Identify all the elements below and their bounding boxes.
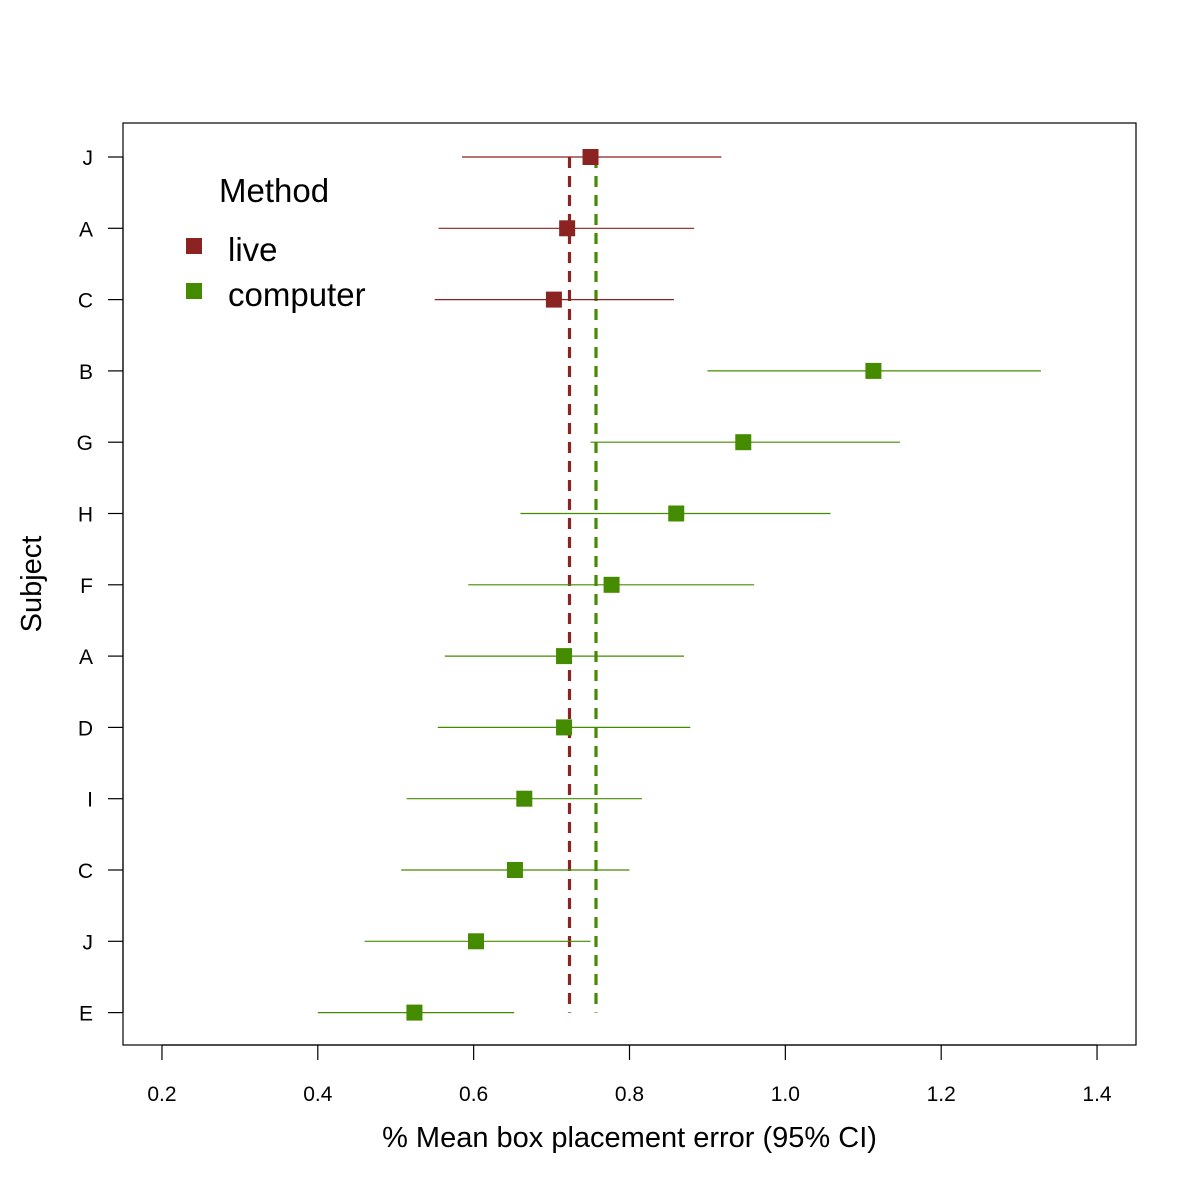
legend: Method live computer [186,172,366,313]
y-tick-label: C [78,290,93,313]
x-tick-label: 1.4 [1082,1083,1112,1106]
x-tick-label: 0.2 [147,1083,176,1106]
y-tick-label: F [80,575,93,598]
mean-marker [735,434,752,451]
y-axis: J A C B G H F A D I C J E [77,147,124,1026]
mean-marker [545,291,562,308]
mean-marker [865,362,882,379]
y-tick-label: H [78,504,93,527]
x-tick-label: 0.8 [615,1083,644,1106]
mean-marker [556,648,573,665]
mean-marker [559,220,576,237]
mean-marker [506,862,523,878]
y-tick-label: D [78,717,93,740]
mean-marker [582,149,599,165]
y-tick-label: I [87,789,93,812]
mean-marker [467,933,484,950]
x-tick-label: 0.6 [459,1083,488,1106]
legend-label-computer: computer [228,276,366,313]
y-tick-label: E [79,1003,93,1026]
y-tick-label: J [83,147,94,170]
confidence-intervals [317,156,1041,1014]
legend-label-live: live [228,231,278,268]
x-axis: 0.2 0.4 0.6 0.8 1.0 1.2 1.4 [147,1044,1112,1106]
mean-markers [406,149,882,1021]
legend-title: Method [219,172,329,209]
x-axis-title: % Mean box placement error (95% CI) [382,1122,877,1154]
y-tick-label: G [77,432,93,455]
plot-frame [122,122,1137,1046]
y-axis-title: Subject [16,536,48,633]
x-tick-label: 0.4 [303,1083,333,1106]
mean-marker [668,505,685,522]
mean-marker [556,719,573,736]
y-tick-label: B [79,361,93,384]
x-tick-label: 1.0 [771,1083,800,1106]
mean-marker [516,790,533,807]
y-tick-label: J [83,931,94,954]
y-tick-label: A [79,646,93,669]
mean-marker [603,576,620,593]
y-tick-label: C [78,860,93,883]
x-tick-label: 1.2 [927,1083,956,1106]
y-tick-label: A [79,218,93,241]
legend-swatch-computer [186,283,202,299]
mean-marker [406,1004,423,1021]
legend-swatch-live [186,238,202,254]
